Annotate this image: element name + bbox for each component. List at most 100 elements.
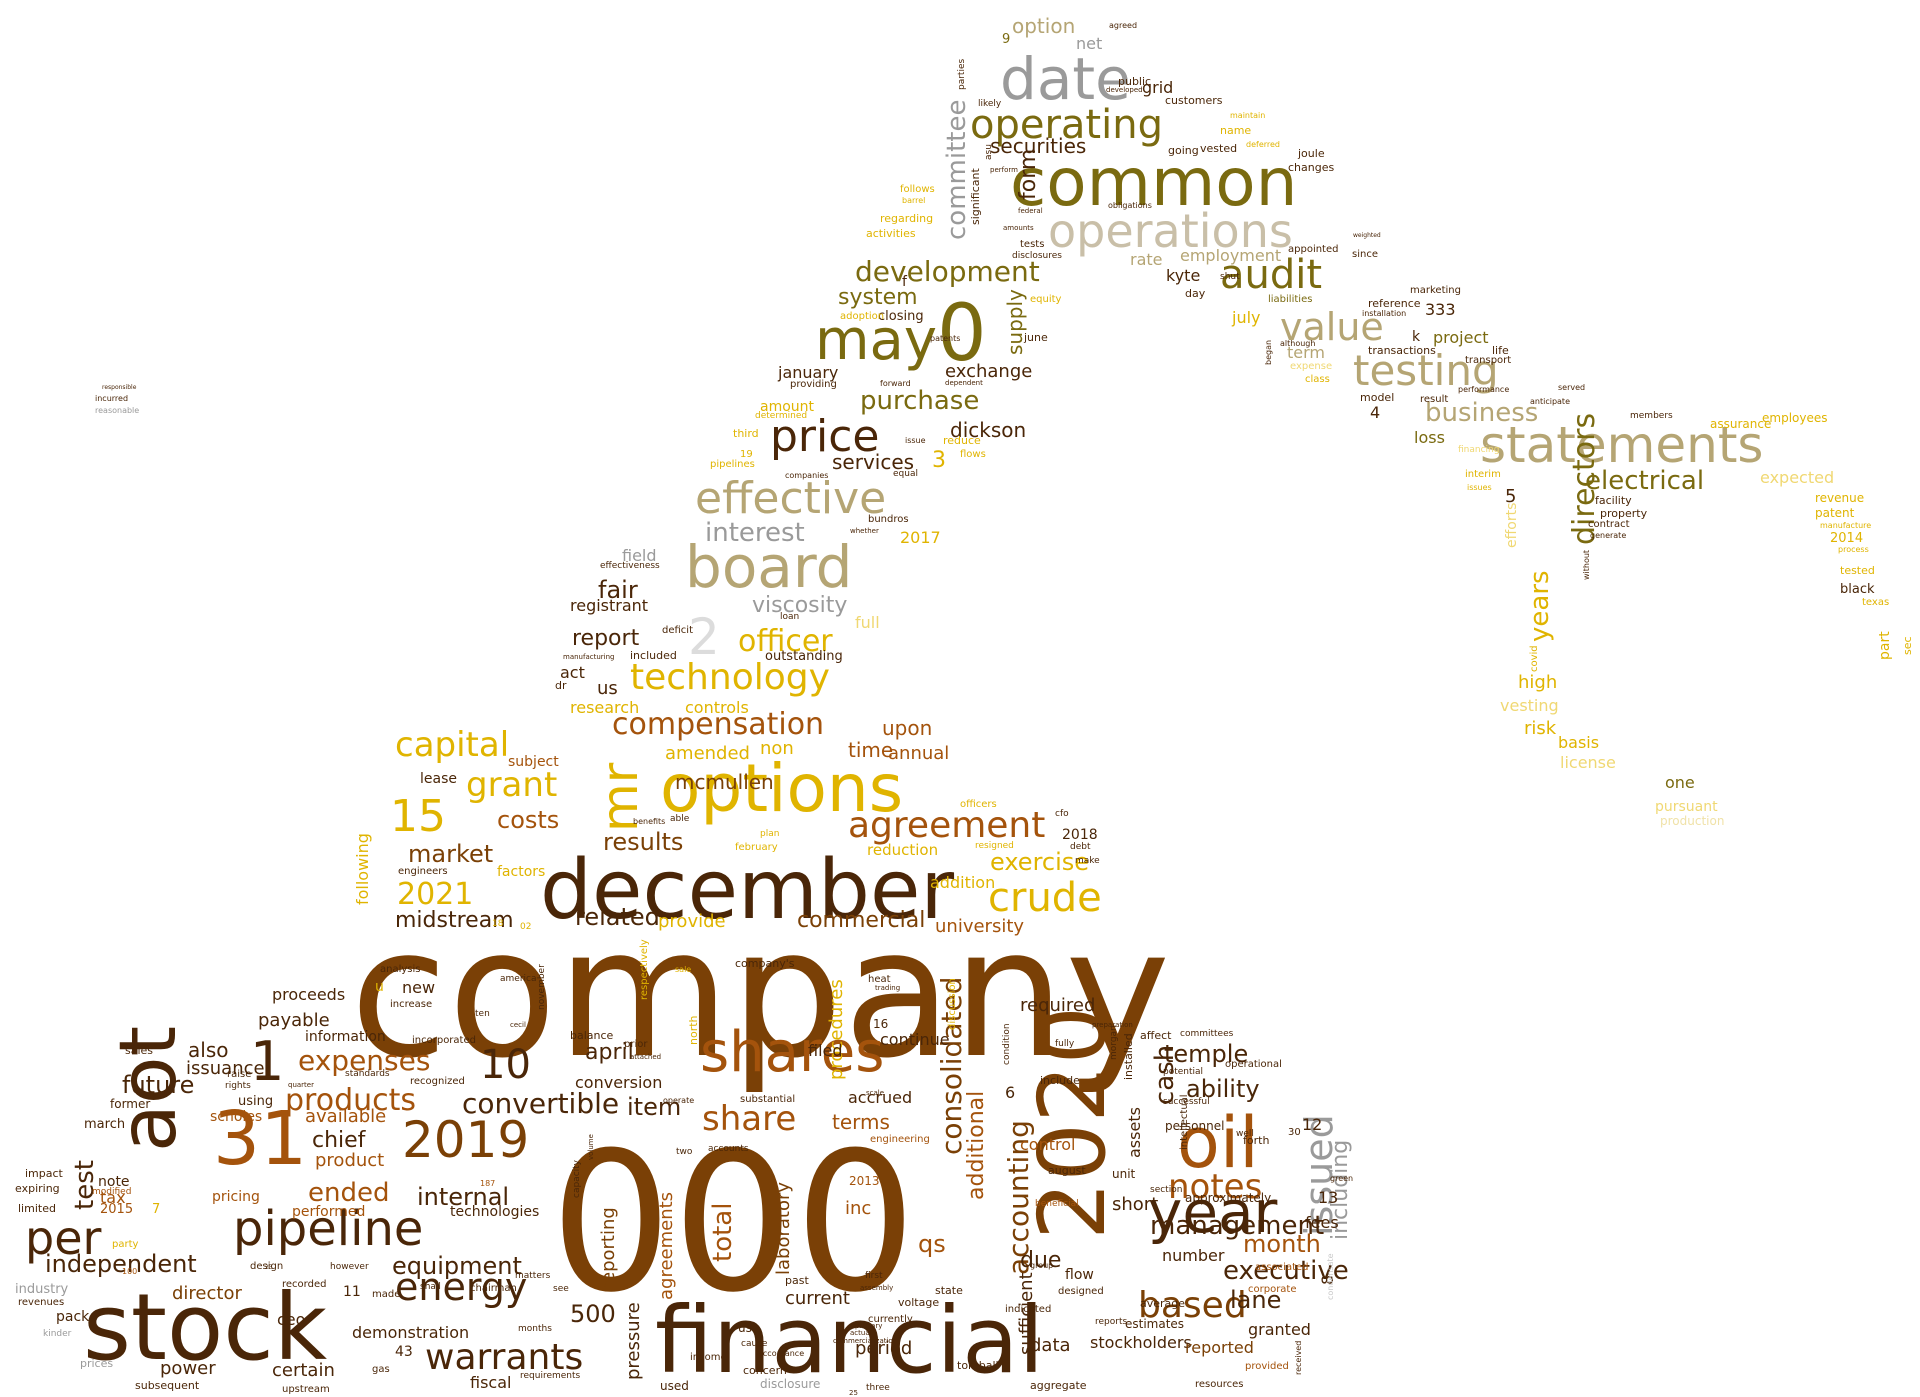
word: report xyxy=(572,626,640,651)
word: reports xyxy=(1095,1317,1128,1327)
word: likely xyxy=(978,99,1002,109)
word: 02 xyxy=(520,922,532,932)
word: raise xyxy=(227,1069,252,1080)
word: also xyxy=(188,1038,229,1062)
word: dr xyxy=(555,679,567,692)
word: maintain xyxy=(1230,111,1266,120)
word: company xyxy=(350,890,1171,1097)
word: energy xyxy=(395,1265,528,1309)
word: lane xyxy=(1230,1286,1282,1314)
word: testing xyxy=(1353,346,1499,395)
word: financing xyxy=(1458,445,1500,455)
word: discussion xyxy=(947,978,958,1030)
word: manufacture xyxy=(1820,521,1872,530)
word: green xyxy=(1330,1174,1354,1183)
word: currently xyxy=(868,1314,913,1325)
word: tax xyxy=(100,1188,126,1207)
word: upstream xyxy=(282,1384,330,1395)
word: officers xyxy=(960,799,997,810)
word: 000 xyxy=(550,1112,917,1335)
word: 5 xyxy=(1505,486,1517,507)
word: efforts xyxy=(1504,502,1520,548)
word: operating xyxy=(970,102,1163,148)
word: august xyxy=(1048,1164,1086,1177)
word: expenses xyxy=(298,1044,431,1077)
word: designed xyxy=(1058,1286,1104,1297)
word: f xyxy=(902,274,907,290)
word: february xyxy=(735,842,778,853)
word: dependent xyxy=(945,379,983,387)
word: perform xyxy=(990,166,1018,174)
word: closing xyxy=(878,309,924,324)
word: assurance xyxy=(1710,417,1772,431)
word: deficit xyxy=(662,625,693,636)
word: companies xyxy=(785,471,829,480)
word: upon xyxy=(882,716,933,740)
word: prior xyxy=(624,1039,648,1050)
word: value xyxy=(1280,305,1384,349)
word: rate xyxy=(1130,250,1163,269)
word: make xyxy=(1075,856,1100,866)
word: disclosures xyxy=(1012,251,1062,261)
word: volume xyxy=(587,1134,595,1160)
word: control xyxy=(1020,1135,1076,1154)
word: facility xyxy=(1595,494,1632,507)
word: 0 xyxy=(937,289,987,379)
word: accounts xyxy=(708,1144,749,1154)
word: primary xyxy=(855,1322,883,1330)
word: ceo xyxy=(277,1310,306,1329)
word: customers xyxy=(1165,94,1223,107)
word: matters xyxy=(515,1271,551,1281)
word: morgan xyxy=(1109,1025,1119,1060)
word: power xyxy=(160,1358,216,1379)
word: ended xyxy=(308,1178,390,1208)
word: installed xyxy=(1122,1033,1135,1080)
word: potential xyxy=(1163,1067,1204,1077)
word: revenue xyxy=(1815,491,1865,505)
word: 11 xyxy=(343,1284,361,1300)
word: manufacturing xyxy=(563,653,615,661)
word: agreement xyxy=(848,805,1046,846)
word: performed xyxy=(292,1204,366,1220)
word: data xyxy=(1030,1335,1071,1356)
word: although xyxy=(1280,339,1316,348)
word: former xyxy=(110,1097,151,1111)
word: services xyxy=(832,450,915,474)
word: 2014 xyxy=(1830,531,1864,546)
word: incurred xyxy=(95,394,129,403)
word: market xyxy=(408,840,494,868)
word: shut xyxy=(1220,272,1240,282)
word: indicated xyxy=(1005,1304,1052,1315)
word: expected xyxy=(1760,468,1835,487)
word: total xyxy=(708,1202,738,1262)
word: commercialization xyxy=(833,1337,898,1345)
word: without xyxy=(1582,549,1591,580)
word: 2018 xyxy=(1062,827,1098,843)
word: 2021 xyxy=(397,877,474,912)
word: agreed xyxy=(1109,21,1138,30)
word: based xyxy=(1138,1285,1247,1326)
word: served xyxy=(1558,383,1586,392)
word: 2015 xyxy=(100,1202,134,1217)
word: operations xyxy=(1048,204,1293,258)
word: black xyxy=(1840,582,1875,597)
word: associated xyxy=(1255,1262,1309,1273)
word: option xyxy=(1012,14,1076,38)
word: revenues xyxy=(18,1297,65,1308)
word: period xyxy=(855,1338,913,1359)
word: rights xyxy=(225,1081,251,1091)
word: qs xyxy=(918,1230,946,1258)
word: received xyxy=(1294,1340,1303,1375)
word: two xyxy=(676,1147,693,1157)
word: provide xyxy=(658,911,726,932)
word: transactions xyxy=(1368,344,1436,357)
word: aggregate xyxy=(1030,1379,1087,1392)
word: federal xyxy=(1018,207,1043,215)
word: heat xyxy=(868,974,891,985)
word: 2 xyxy=(688,608,720,666)
word: name xyxy=(1220,124,1252,137)
word: reference xyxy=(1368,297,1421,310)
word: form xyxy=(1016,148,1041,200)
word: board xyxy=(685,533,853,601)
word: number xyxy=(1162,1246,1225,1265)
